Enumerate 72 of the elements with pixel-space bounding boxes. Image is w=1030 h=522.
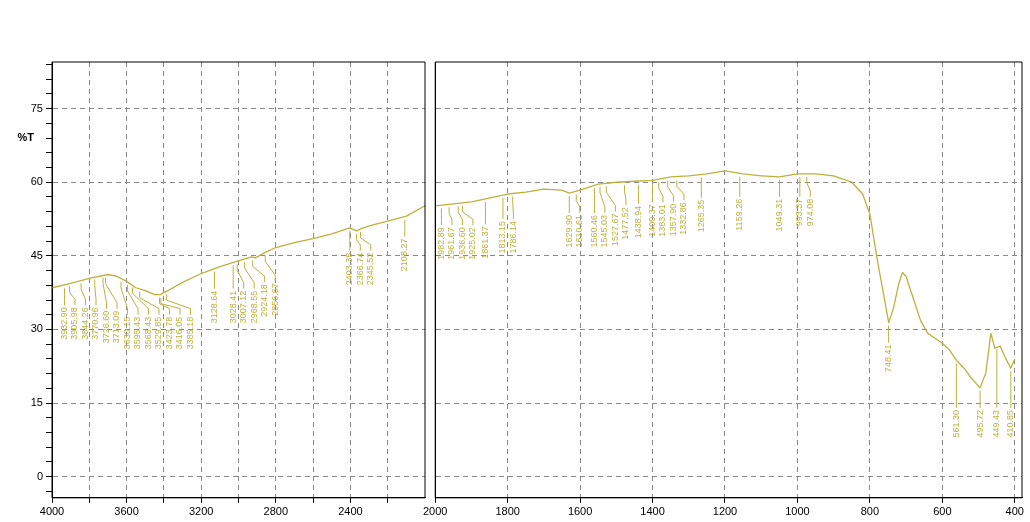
x-tick-label: 4000 xyxy=(39,505,65,518)
annotation: 3128.64 xyxy=(208,290,219,324)
annotation: 2345.52 xyxy=(365,252,376,286)
x-tick-label: 2000 xyxy=(422,505,448,518)
annotation: 3713.09 xyxy=(111,310,122,344)
annotation: 2968.55 xyxy=(248,290,259,324)
y-tick-label: 0 xyxy=(36,469,43,482)
y-tick-label: 60 xyxy=(30,175,43,188)
annotation: 3568.43 xyxy=(143,316,153,350)
annotation: 495.72 xyxy=(974,409,985,438)
annotation: 3416.05 xyxy=(174,316,185,350)
annotation: 3028.41 xyxy=(227,290,238,324)
annotation: 2366.74 xyxy=(354,252,365,286)
annotation: 974.08 xyxy=(804,198,815,227)
annotation: 1332.86 xyxy=(678,202,689,235)
x-tick-label: 1600 xyxy=(567,505,593,518)
annotation: 1159.26 xyxy=(734,198,745,231)
annotation: 1383.01 xyxy=(657,204,668,237)
annotation: 1560.46 xyxy=(588,215,599,248)
y-tick-label: 30 xyxy=(30,322,43,335)
annotation: 1610.61 xyxy=(574,215,585,248)
annotation: 993.37 xyxy=(794,198,805,227)
y-tick-label: 45 xyxy=(30,248,43,261)
annotation: 3630.15 xyxy=(122,316,132,350)
annotation: 449.43 xyxy=(991,409,1002,438)
annotation: 3595.43 xyxy=(132,316,143,350)
x-tick-label: 3600 xyxy=(114,505,139,518)
x-tick-label: 1800 xyxy=(495,505,520,518)
x-tick-label: 1400 xyxy=(640,505,665,518)
annotation: 3844.26 xyxy=(80,307,90,340)
annotation: 3007.12 xyxy=(238,290,249,324)
annotation: 1438.94 xyxy=(632,205,643,239)
annotation: 1813.15 xyxy=(497,220,508,254)
annotation: 748.41 xyxy=(883,344,894,373)
annotation: 1265.35 xyxy=(695,199,706,233)
x-tick-label: 1000 xyxy=(785,505,810,518)
annotation: 2403.38 xyxy=(344,252,355,286)
annotation: 3385.18 xyxy=(185,316,195,350)
y-tick-label: 75 xyxy=(30,101,43,114)
annotation: 1936.60 xyxy=(456,227,467,260)
annotation: 1961.67 xyxy=(446,227,457,260)
annotation: 3423.78 xyxy=(164,316,174,350)
annotation: 1545.03 xyxy=(599,215,610,248)
x-tick-label: 2800 xyxy=(263,505,289,518)
annotation: 2924.18 xyxy=(259,284,270,317)
annotation: 3726.60 xyxy=(101,310,111,344)
annotation: 1400.37 xyxy=(646,204,657,237)
x-tick-label: 600 xyxy=(933,505,952,518)
annotation: 1925.02 xyxy=(467,227,478,260)
annotation: 1982.89 xyxy=(435,227,446,260)
annotation: 1357.90 xyxy=(667,203,678,237)
x-tick-label: 3200 xyxy=(188,505,214,518)
annotation: 410.85 xyxy=(1005,409,1016,438)
annotation: 3905.98 xyxy=(69,307,80,340)
annotation: 3770.96 xyxy=(90,307,101,340)
annotation: 1861.37 xyxy=(479,226,490,259)
x-tick-label: 400 xyxy=(1005,505,1024,518)
annotation: 3932.90 xyxy=(59,307,69,340)
annotation: 1527.67 xyxy=(609,213,620,247)
x-tick-label: 1200 xyxy=(712,505,738,518)
annotation: 3529.85 xyxy=(153,316,164,350)
annotation: 2856.67 xyxy=(269,283,280,316)
y-tick-label: 15 xyxy=(30,396,43,409)
annotation: 2108.27 xyxy=(399,238,410,272)
x-tick-label: 2400 xyxy=(338,505,363,518)
x-tick-label: 800 xyxy=(860,505,880,518)
annotation: 1629.90 xyxy=(563,215,574,248)
annotation: 561.30 xyxy=(950,409,961,438)
y-axis-title: %T xyxy=(17,131,35,144)
annotation: 1049.31 xyxy=(774,198,785,232)
annotation: 1786.14 xyxy=(507,220,518,254)
annotation: 1477.52 xyxy=(620,207,631,240)
